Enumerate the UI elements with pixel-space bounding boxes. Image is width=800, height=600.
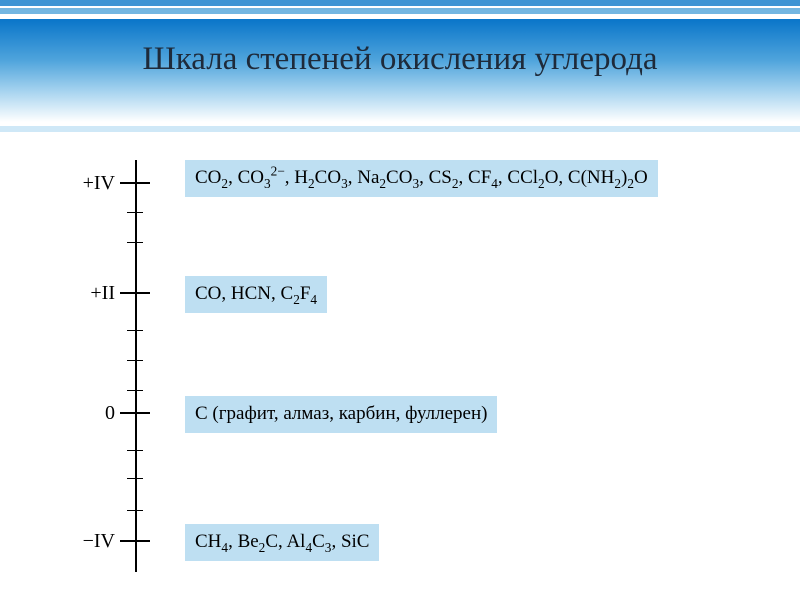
axis-minor-tick <box>127 212 143 213</box>
decorative-stripe <box>0 8 800 14</box>
scale-diagram: +IV CO2, CO32−, H2CO3, Na2CO3, CS2, CF4, … <box>0 160 800 600</box>
oxidation-level-label: −IV <box>55 530 115 553</box>
axis-minor-tick <box>127 330 143 331</box>
oxidation-level-label: +IV <box>55 172 115 195</box>
compounds-box: C (графит, алмаз, карбин, фуллерен) <box>185 396 497 433</box>
decorative-stripe <box>0 0 800 6</box>
axis-minor-tick <box>127 390 143 391</box>
axis-major-tick <box>120 540 150 542</box>
axis-major-tick <box>120 292 150 294</box>
header-banner: Шкала степеней окисления углерода <box>0 18 800 122</box>
page-title: Шкала степеней окисления углерода <box>0 19 800 78</box>
axis-major-tick <box>120 412 150 414</box>
oxidation-level-label: 0 <box>55 402 115 425</box>
axis-major-tick <box>120 182 150 184</box>
axis-minor-tick <box>127 450 143 451</box>
axis-minor-tick <box>127 478 143 479</box>
axis-minor-tick <box>127 510 143 511</box>
axis-minor-tick <box>127 242 143 243</box>
axis-minor-tick <box>127 360 143 361</box>
oxidation-level-label: +II <box>55 282 115 305</box>
compounds-box: CO2, CO32−, H2CO3, Na2CO3, CS2, CF4, CCl… <box>185 160 658 197</box>
compounds-box: CO, HCN, C2F4 <box>185 276 327 313</box>
compounds-box: CH4, Be2C, Al4C3, SiC <box>185 524 379 561</box>
decorative-stripe <box>0 126 800 132</box>
